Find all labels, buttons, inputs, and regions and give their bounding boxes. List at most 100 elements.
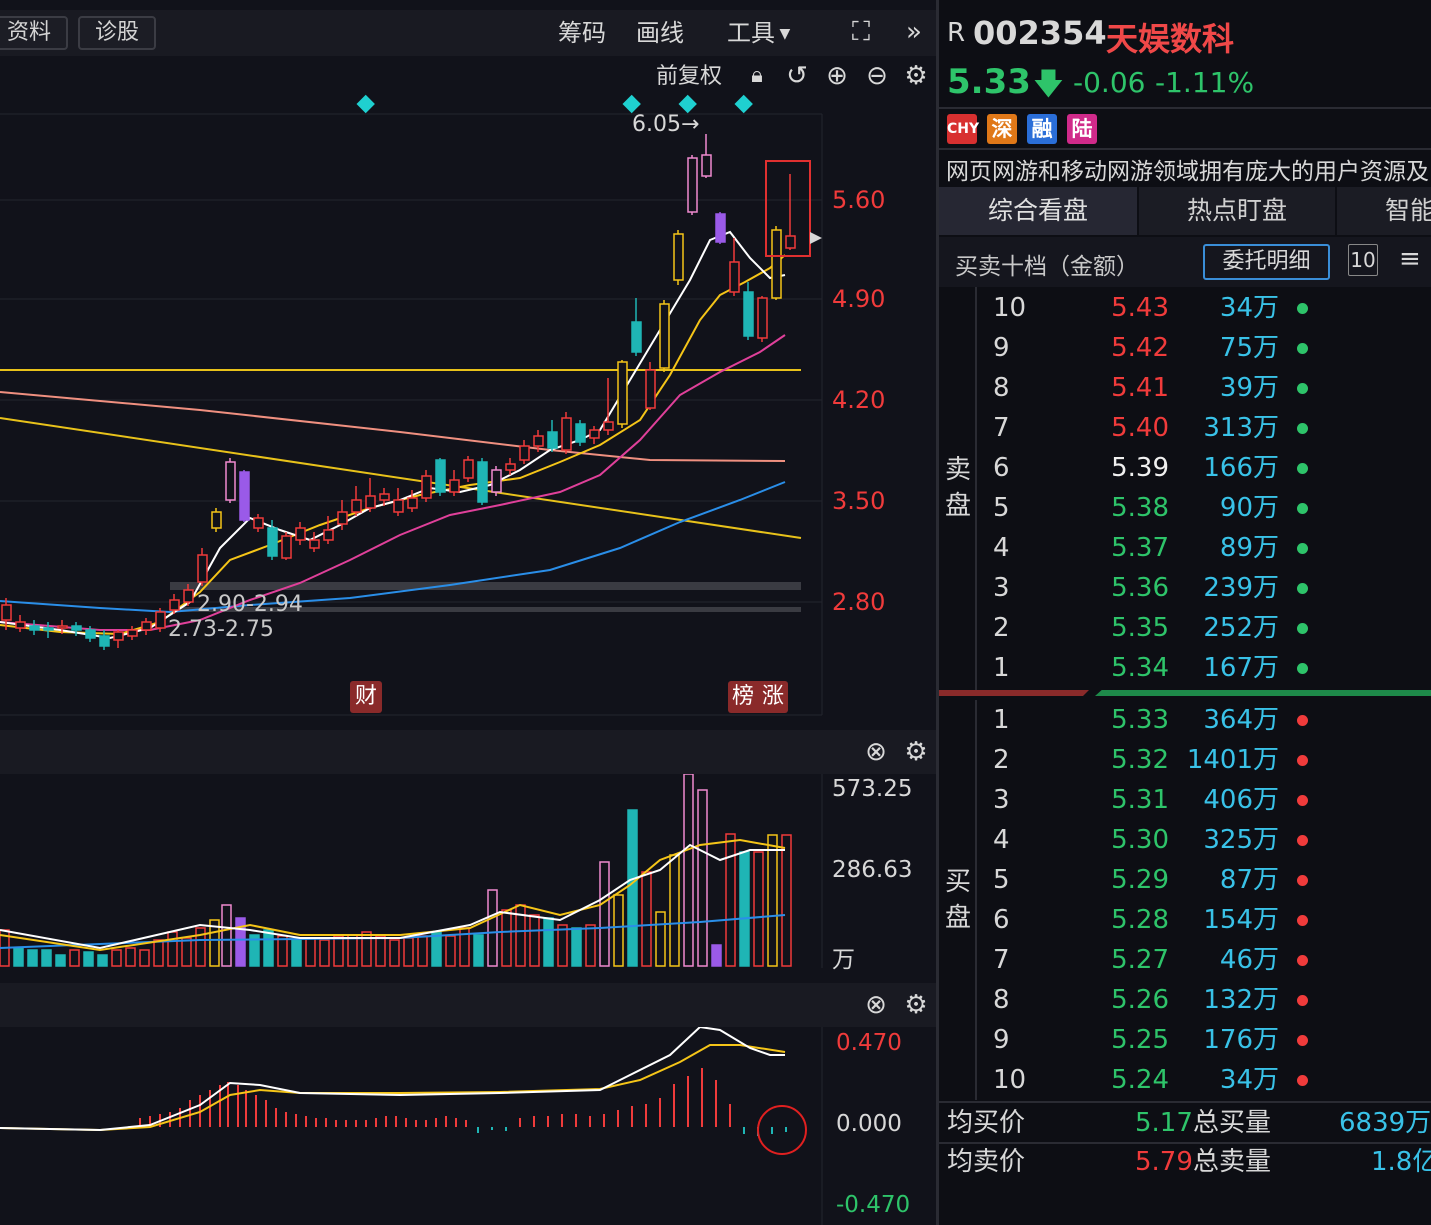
- depth-toggle-button[interactable]: 10: [1348, 244, 1378, 276]
- volume-bar[interactable]: [683, 774, 694, 967]
- candle[interactable]: [589, 426, 600, 444]
- volume-bar[interactable]: [195, 927, 206, 967]
- order-price[interactable]: 5.27: [1111, 945, 1169, 975]
- rise-marker[interactable]: 涨: [758, 681, 788, 713]
- candle[interactable]: [225, 458, 236, 503]
- candle[interactable]: [351, 486, 362, 516]
- volume-bar[interactable]: [781, 834, 792, 967]
- candle[interactable]: [295, 522, 306, 545]
- volume-bar[interactable]: [235, 917, 246, 967]
- sell-order-row[interactable]: 9 5.42 75万: [939, 328, 1431, 368]
- candle[interactable]: [407, 490, 418, 512]
- order-price[interactable]: 5.30: [1111, 825, 1169, 855]
- tab-hot-watch[interactable]: 热点盯盘: [1139, 187, 1335, 235]
- candle[interactable]: [211, 508, 222, 532]
- buy-order-row[interactable]: 3 5.31 406万: [939, 780, 1431, 820]
- chips-menu[interactable]: 筹码: [558, 19, 606, 47]
- settings-gear-icon[interactable]: ⚙: [904, 61, 928, 91]
- tools-menu[interactable]: 工具 ▼: [727, 18, 790, 49]
- buy-order-row[interactable]: 7 5.27 46万: [939, 940, 1431, 980]
- candle[interactable]: [659, 300, 670, 372]
- candle[interactable]: [491, 466, 502, 496]
- zoom-out-icon[interactable]: ⊖: [866, 61, 888, 91]
- order-price[interactable]: 5.31: [1111, 785, 1169, 815]
- candle[interactable]: [547, 420, 558, 452]
- volume-bar[interactable]: [333, 935, 344, 967]
- volume-bar[interactable]: [263, 929, 274, 967]
- candle[interactable]: [743, 282, 754, 340]
- volume-bar[interactable]: [403, 937, 414, 967]
- candle[interactable]: [281, 532, 292, 560]
- volume-bar[interactable]: [613, 894, 624, 967]
- finance-marker[interactable]: 财: [350, 681, 382, 713]
- order-price[interactable]: 5.26: [1111, 985, 1169, 1015]
- candle[interactable]: [785, 174, 796, 250]
- volume-bar[interactable]: [487, 889, 498, 967]
- candle[interactable]: [617, 360, 628, 428]
- volume-bar[interactable]: [669, 854, 680, 967]
- candle[interactable]: [715, 212, 726, 244]
- volume-bar[interactable]: [543, 917, 554, 967]
- buy-order-row[interactable]: 10 5.24 34万: [939, 1060, 1431, 1100]
- volume-bar[interactable]: [431, 931, 442, 967]
- volume-bar[interactable]: [599, 861, 610, 967]
- sell-order-row[interactable]: 8 5.41 39万: [939, 368, 1431, 408]
- candle[interactable]: [309, 532, 320, 552]
- candle[interactable]: [379, 488, 390, 506]
- candle[interactable]: [169, 594, 180, 614]
- order-detail-button[interactable]: 委托明细: [1203, 244, 1330, 280]
- volume-bar[interactable]: [167, 931, 178, 967]
- volume-bar[interactable]: [55, 954, 66, 967]
- volume-bar[interactable]: [277, 935, 288, 967]
- order-price[interactable]: 5.42: [1111, 333, 1169, 363]
- order-price[interactable]: 5.32: [1111, 745, 1169, 775]
- candle[interactable]: [71, 622, 82, 636]
- candle[interactable]: [113, 630, 124, 648]
- candle[interactable]: [267, 520, 278, 560]
- volume-bar[interactable]: [389, 939, 400, 967]
- candle[interactable]: [85, 626, 96, 642]
- candle[interactable]: [421, 470, 432, 502]
- order-price[interactable]: 5.38: [1111, 493, 1169, 523]
- info-button[interactable]: 资料: [0, 16, 68, 50]
- volume-bar[interactable]: [711, 944, 722, 967]
- volume-bar[interactable]: [445, 935, 456, 967]
- lock-icon[interactable]: 🔒︎: [751, 63, 763, 88]
- candle[interactable]: [239, 470, 250, 522]
- candle[interactable]: [519, 440, 530, 464]
- volume-bar[interactable]: [417, 935, 428, 967]
- volume-bar[interactable]: [655, 911, 666, 967]
- candle[interactable]: [575, 420, 586, 446]
- buy-order-row[interactable]: 5 5.29 87万: [939, 860, 1431, 900]
- candle[interactable]: [463, 456, 474, 482]
- order-price[interactable]: 5.37: [1111, 533, 1169, 563]
- candle[interactable]: [673, 230, 684, 285]
- volume-bar[interactable]: [361, 931, 372, 967]
- tab-overview[interactable]: 综合看盘: [939, 187, 1137, 235]
- candle[interactable]: [155, 608, 166, 632]
- order-price[interactable]: 5.36: [1111, 573, 1169, 603]
- panel-divider[interactable]: [936, 0, 939, 1225]
- settings-gear-icon[interactable]: ⚙: [904, 737, 928, 767]
- volume-bar[interactable]: [753, 851, 764, 967]
- candle[interactable]: [477, 458, 488, 505]
- volume-bar[interactable]: [627, 809, 638, 967]
- candle[interactable]: [197, 548, 208, 586]
- volume-bar[interactable]: [767, 834, 778, 967]
- volume-bar[interactable]: [641, 871, 652, 967]
- volume-bar[interactable]: [111, 949, 122, 967]
- volume-bar[interactable]: [209, 919, 220, 967]
- candle[interactable]: [533, 430, 544, 452]
- volume-bar[interactable]: [221, 904, 232, 967]
- order-price[interactable]: 5.43: [1111, 293, 1169, 323]
- order-price[interactable]: 5.40: [1111, 413, 1169, 443]
- collapse-right-icon[interactable]: »: [906, 17, 922, 47]
- buy-order-row[interactable]: 1 5.33 364万: [939, 700, 1431, 740]
- candle[interactable]: [435, 458, 446, 496]
- order-price[interactable]: 5.39: [1111, 453, 1169, 483]
- undo-icon[interactable]: ↺: [786, 61, 808, 91]
- volume-bar[interactable]: [529, 914, 540, 967]
- candle[interactable]: [449, 470, 460, 496]
- volume-bar[interactable]: [347, 934, 358, 967]
- candle[interactable]: [99, 630, 110, 650]
